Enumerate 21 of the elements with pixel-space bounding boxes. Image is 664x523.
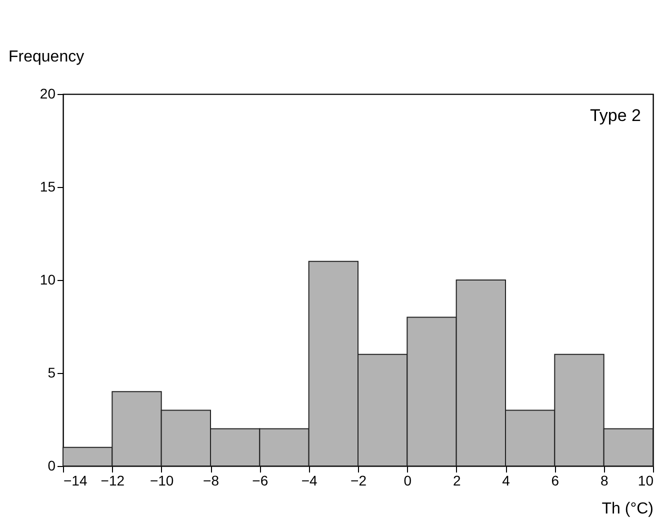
- y-tick-label: 0: [48, 458, 56, 474]
- y-tick-label: 20: [40, 86, 56, 102]
- x-tick-label: −4: [301, 472, 318, 488]
- x-tick-label: 2: [452, 472, 461, 488]
- y-tick-label: 5: [48, 364, 56, 380]
- x-tick-label: 8: [600, 472, 608, 488]
- x-tick-label: −2: [350, 472, 367, 488]
- x-tick-label: 4: [502, 472, 510, 488]
- x-tick-label: 10: [638, 472, 654, 488]
- x-tick-label: 0: [404, 472, 412, 488]
- x-axis-title: Th (°C): [602, 500, 654, 518]
- annotation: Type 2: [590, 106, 641, 125]
- x-tick-label: −12: [100, 472, 125, 488]
- x-tick-label: −8: [203, 472, 220, 488]
- x-tick-label: −10: [150, 472, 174, 488]
- y-axis-title: Frequency: [8, 48, 84, 66]
- x-tick-label: −14: [64, 472, 88, 488]
- x-tick-label: −6: [252, 472, 268, 488]
- x-tick-label: 6: [551, 472, 560, 488]
- y-tick-label: 10: [40, 272, 56, 288]
- y-tick-label: 15: [40, 178, 56, 194]
